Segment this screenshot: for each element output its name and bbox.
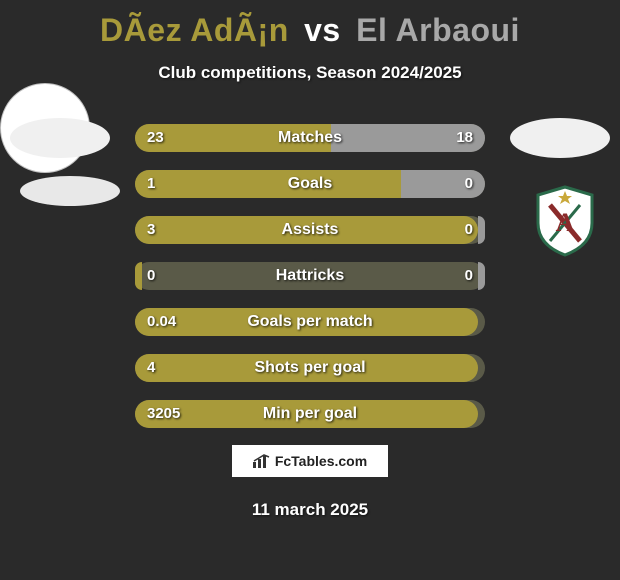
stat-row: 4Shots per goal	[135, 354, 485, 382]
fctables-text: FcTables.com	[275, 453, 367, 469]
player2-name: El Arbaoui	[356, 12, 520, 48]
comparison-title: DÃ­ez AdÃ¡n vs El Arbaoui	[0, 0, 620, 49]
svg-text:A: A	[556, 208, 575, 237]
player1-name: DÃ­ez AdÃ¡n	[100, 12, 289, 48]
stat-label: Goals	[135, 170, 485, 198]
stat-row: 30Assists	[135, 216, 485, 244]
vs-label: vs	[304, 12, 341, 48]
stat-label: Goals per match	[135, 308, 485, 336]
fctables-watermark: FcTables.com	[231, 444, 389, 478]
fctables-chart-icon	[253, 454, 271, 468]
stat-label: Shots per goal	[135, 354, 485, 382]
stat-label: Min per goal	[135, 400, 485, 428]
stat-label: Assists	[135, 216, 485, 244]
comparison-bars: 2318Matches 10Goals 30Assists 00Hattricks 0.…	[135, 124, 485, 446]
player1-club-badge-1	[10, 118, 110, 158]
comparison-date: 11 march 2025	[0, 500, 620, 520]
stat-row: 00Hattricks	[135, 262, 485, 290]
stat-label: Hattricks	[135, 262, 485, 290]
subtitle: Club competitions, Season 2024/2025	[0, 63, 620, 83]
stat-row: 2318Matches	[135, 124, 485, 152]
stat-row: 10Goals	[135, 170, 485, 198]
stat-row: 3205Min per goal	[135, 400, 485, 428]
club-crest-icon: A	[530, 183, 600, 257]
stat-row: 0.04Goals per match	[135, 308, 485, 336]
stat-label: Matches	[135, 124, 485, 152]
player1-club-badge-2	[20, 176, 120, 206]
player2-club-badge-1	[510, 118, 610, 158]
